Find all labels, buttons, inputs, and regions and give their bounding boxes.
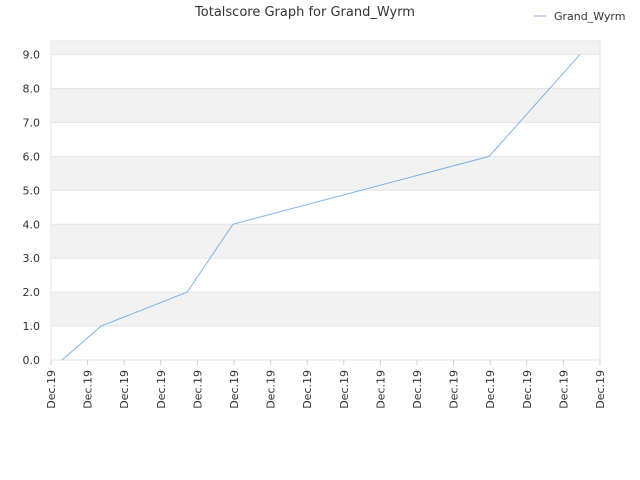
x-tick-label: Dec.19 (338, 370, 351, 409)
x-tick-label: Dec.19 (484, 370, 497, 409)
y-tick-label: 9.0 (23, 49, 41, 62)
plot-band (51, 41, 600, 55)
x-tick-label: Dec.19 (228, 370, 241, 409)
y-tick-label: 5.0 (23, 184, 41, 197)
x-tick-label: Dec.19 (82, 370, 95, 409)
y-tick-label: 1.0 (23, 320, 41, 333)
x-tick-label: Dec.19 (411, 370, 424, 409)
y-tick-label: 4.0 (23, 218, 41, 231)
plot-band (51, 88, 600, 123)
legend-label: Grand_Wyrm (554, 10, 625, 23)
y-tick-label: 8.0 (23, 83, 41, 96)
x-tick-label: Dec.19 (557, 370, 570, 409)
y-tick-label: 2.0 (23, 286, 41, 299)
x-tick-label: Dec.19 (594, 370, 607, 409)
x-tick-label: Dec.19 (45, 370, 58, 409)
x-tick-label: Dec.19 (118, 370, 131, 409)
data-line (61, 54, 581, 361)
plot-band (51, 224, 600, 259)
y-tick-label: 7.0 (23, 116, 41, 129)
y-tick-label: 6.0 (23, 150, 41, 163)
x-tick-label: Dec.19 (448, 370, 461, 409)
chart-title: Totalscore Graph for Grand_Wyrm (194, 5, 415, 20)
x-tick-label: Dec.19 (191, 370, 204, 409)
x-tick-label: Dec.19 (265, 370, 278, 409)
plot-band (51, 156, 600, 191)
plot-band (51, 292, 600, 327)
y-tick-label: 3.0 (23, 252, 41, 265)
y-tick-label: 0.0 (23, 354, 41, 367)
x-tick-label: Dec.19 (521, 370, 534, 409)
x-tick-label: Dec.19 (374, 370, 387, 409)
x-tick-label: Dec.19 (155, 370, 168, 409)
x-tick-label: Dec.19 (301, 370, 314, 409)
